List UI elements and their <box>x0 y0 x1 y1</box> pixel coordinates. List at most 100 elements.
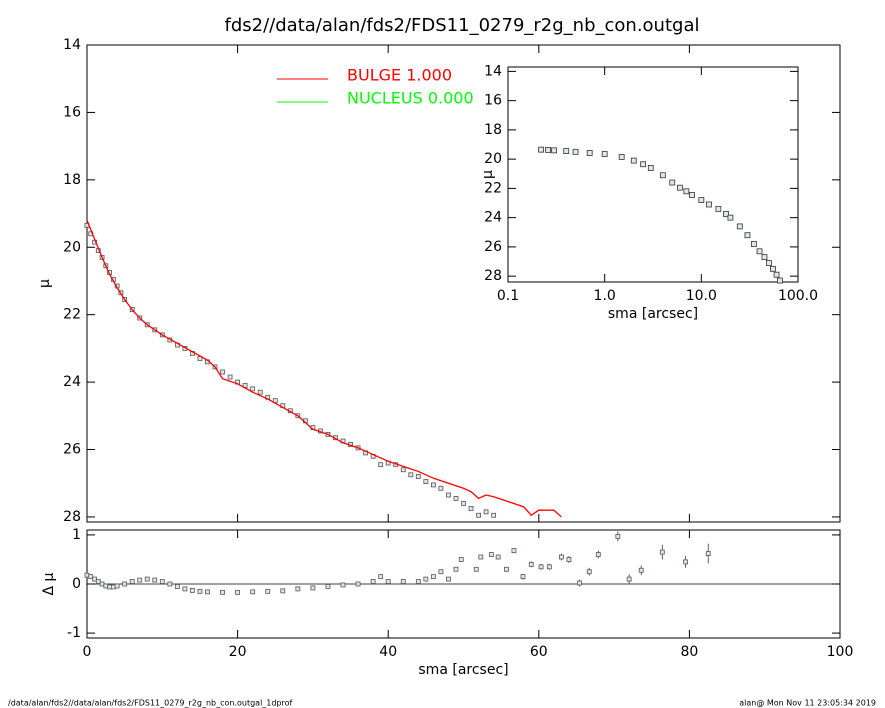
data-point <box>478 554 484 560</box>
data-point <box>572 148 579 155</box>
data-point <box>659 549 665 555</box>
data-point <box>408 472 414 478</box>
legend-label: NUCLEUS 0.000 <box>347 89 474 108</box>
data-point <box>538 564 544 570</box>
x-tick-label: 10.0 <box>686 288 717 304</box>
data-point <box>400 467 406 473</box>
data-point <box>92 576 97 582</box>
data-point <box>558 554 564 560</box>
y-tick-label: 26 <box>484 239 502 255</box>
y-tick-label: 1 <box>72 527 81 543</box>
data-point <box>528 561 534 567</box>
data-point <box>190 587 195 593</box>
y-tick-label: 26 <box>63 442 81 458</box>
data-point <box>689 192 695 198</box>
plot-frame <box>86 44 841 523</box>
x-axis-label: sma [arcsec] <box>418 662 508 678</box>
data-point <box>615 533 621 539</box>
model-line <box>86 220 562 518</box>
data-point <box>250 386 256 392</box>
data-point <box>182 586 188 592</box>
data-point <box>152 577 158 583</box>
x-axis-label: sma [arcsec] <box>608 306 698 322</box>
data-point <box>355 581 361 587</box>
data-point <box>640 161 647 168</box>
y-tick-label: 22 <box>484 180 502 196</box>
data-point <box>683 188 690 195</box>
y-tick-label: 0 <box>72 576 81 592</box>
data-point <box>295 586 301 592</box>
plot-frame <box>507 66 799 283</box>
x-tick-label: 0.1 <box>497 288 519 304</box>
data-point <box>586 569 592 575</box>
data-point <box>520 574 526 580</box>
data-point <box>777 277 783 284</box>
data-point <box>601 151 608 157</box>
data-point <box>220 589 225 595</box>
data-point <box>698 197 705 203</box>
data-point <box>770 265 776 272</box>
x-tick-label: 40 <box>379 644 397 660</box>
data-point <box>546 564 552 570</box>
y-axis-label: Δ μ <box>41 572 57 595</box>
data-point <box>706 201 712 208</box>
data-point <box>488 552 494 557</box>
y-tick-label: 14 <box>63 37 81 53</box>
data-point <box>400 579 406 584</box>
data-point <box>461 501 466 506</box>
data-point <box>723 211 729 217</box>
data-point <box>473 566 479 572</box>
data-point <box>385 579 391 584</box>
y-tick-label: 20 <box>484 151 502 167</box>
data-point <box>370 579 376 584</box>
data-point <box>744 232 751 239</box>
y-axis-label: μ <box>480 170 496 179</box>
data-point <box>468 506 474 511</box>
data-point <box>310 585 316 591</box>
data-point <box>378 574 384 580</box>
data-point <box>378 462 384 468</box>
x-tick-label: 80 <box>680 644 698 660</box>
data-point <box>205 589 210 595</box>
x-tick-label: 20 <box>229 644 247 660</box>
data-point <box>430 482 436 488</box>
data-point <box>766 260 772 266</box>
data-point <box>415 579 421 584</box>
y-tick-label: 14 <box>484 63 502 79</box>
y-axis-label: μ <box>37 279 53 288</box>
data-point <box>483 509 489 515</box>
y-tick-label: 16 <box>484 93 502 109</box>
data-point <box>197 588 203 594</box>
data-point <box>167 581 173 587</box>
x-tick-label: 0 <box>83 644 92 660</box>
data-point <box>491 512 497 518</box>
footer-right: alan@ Mon Nov 11 23:05:34 2019 <box>739 699 876 708</box>
data-point <box>446 492 451 498</box>
data-point <box>129 579 135 584</box>
data-point <box>545 147 552 153</box>
data-point <box>566 557 572 562</box>
data-point <box>511 548 517 554</box>
y-tick-label: 24 <box>484 210 502 226</box>
data-point <box>415 474 421 479</box>
footer-left: /data/alan/fds2//data/alan/fds2/FDS11_02… <box>8 699 293 708</box>
y-tick-label: 18 <box>484 122 502 138</box>
data-point <box>736 223 743 230</box>
data-point <box>438 569 444 575</box>
data-point <box>659 172 666 179</box>
data-point <box>95 579 101 584</box>
data-point <box>563 148 570 154</box>
data-point <box>88 574 94 580</box>
data-point <box>235 589 241 595</box>
data-point <box>114 583 120 589</box>
data-point <box>458 557 464 562</box>
data-point <box>438 485 444 491</box>
x-tick-label: 60 <box>530 644 548 660</box>
data-point <box>144 576 150 582</box>
data-point <box>504 566 509 572</box>
x-tick-label: 1.0 <box>594 288 616 304</box>
data-point <box>265 588 271 594</box>
data-point <box>423 576 429 582</box>
x-tick-label: 100 <box>827 644 854 660</box>
data-point <box>453 496 459 501</box>
